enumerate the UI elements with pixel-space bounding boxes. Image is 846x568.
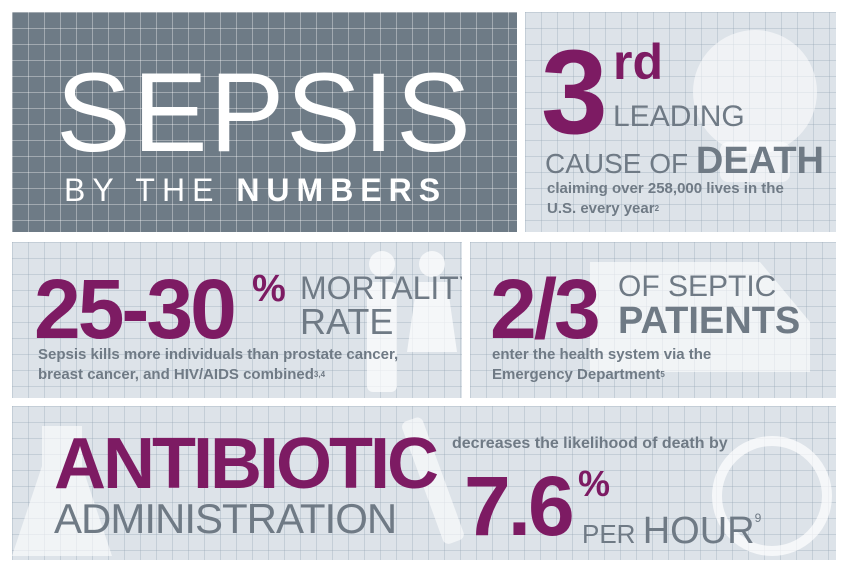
stat-label: LEADING (613, 100, 745, 133)
title: SEPSIS (56, 50, 473, 175)
stat-note: Sepsis kills more individuals than prost… (38, 345, 428, 385)
stat-label: OF SEPTIC (618, 270, 777, 303)
stat-panel: 3 rd LEADING CAUSE OF DEATH claiming ove… (525, 12, 836, 232)
subtitle: ADMINISTRATION (54, 495, 397, 542)
reference: 5 (660, 370, 665, 379)
stat-label: PATIENTS (618, 300, 801, 342)
lead-text: decreases the likelihood of death by (452, 435, 728, 452)
stat-label: MORTALITY (300, 270, 462, 306)
reference: 9 (754, 511, 762, 525)
unit-b: HOUR (642, 510, 755, 552)
title-panel: SEPSIS BY THE NUMBERS (12, 12, 517, 232)
stat-panel: 2/3 OF SEPTIC PATIENTS enter the health … (470, 242, 836, 398)
subtitle-prefix: BY THE (64, 172, 221, 208)
note-text: claiming over 258,000 lives in the U.S. … (547, 180, 784, 217)
stat-number: 7.6 (464, 459, 575, 553)
stat-number: 3 (541, 25, 608, 159)
stat-panel: ANTIBIOTIC ADMINISTRATION decreases the … (12, 406, 836, 560)
unit: PER HOUR9 (582, 512, 761, 550)
stat-note: claiming over 258,000 lives in the U.S. … (547, 179, 787, 219)
stat-suffix: % (252, 268, 286, 310)
unit-a: PER (582, 519, 636, 549)
stat-suffix: rd (613, 34, 663, 90)
note-text: Sepsis kills more individuals than prost… (38, 346, 399, 383)
stat-note: enter the health system via the Emergenc… (492, 345, 722, 385)
note-text: enter the health system via the Emergenc… (492, 346, 712, 383)
stat-number: 2/3 (490, 262, 601, 356)
stat-label: CAUSE OF DEATH (545, 142, 824, 180)
subtitle-bold: NUMBERS (236, 172, 448, 208)
stat-panel: 25-30 % MORTALITY RATE Sepsis kills more… (12, 242, 462, 398)
subtitle: BY THE NUMBERS (64, 174, 447, 206)
stat-label-b: DEATH (695, 140, 824, 182)
stat-number: 25-30 (34, 262, 237, 356)
stat-label: RATE (300, 301, 394, 342)
medical-icons (12, 417, 832, 556)
ambulance-icon (590, 262, 810, 372)
title: ANTIBIOTIC (54, 424, 439, 504)
stat-suffix: % (578, 463, 611, 504)
skull-icon (693, 30, 817, 182)
reference: 2 (654, 204, 660, 213)
people-icon (367, 251, 457, 392)
stat-label-a: CAUSE OF (545, 148, 689, 179)
reference: 3,4 (313, 370, 326, 379)
